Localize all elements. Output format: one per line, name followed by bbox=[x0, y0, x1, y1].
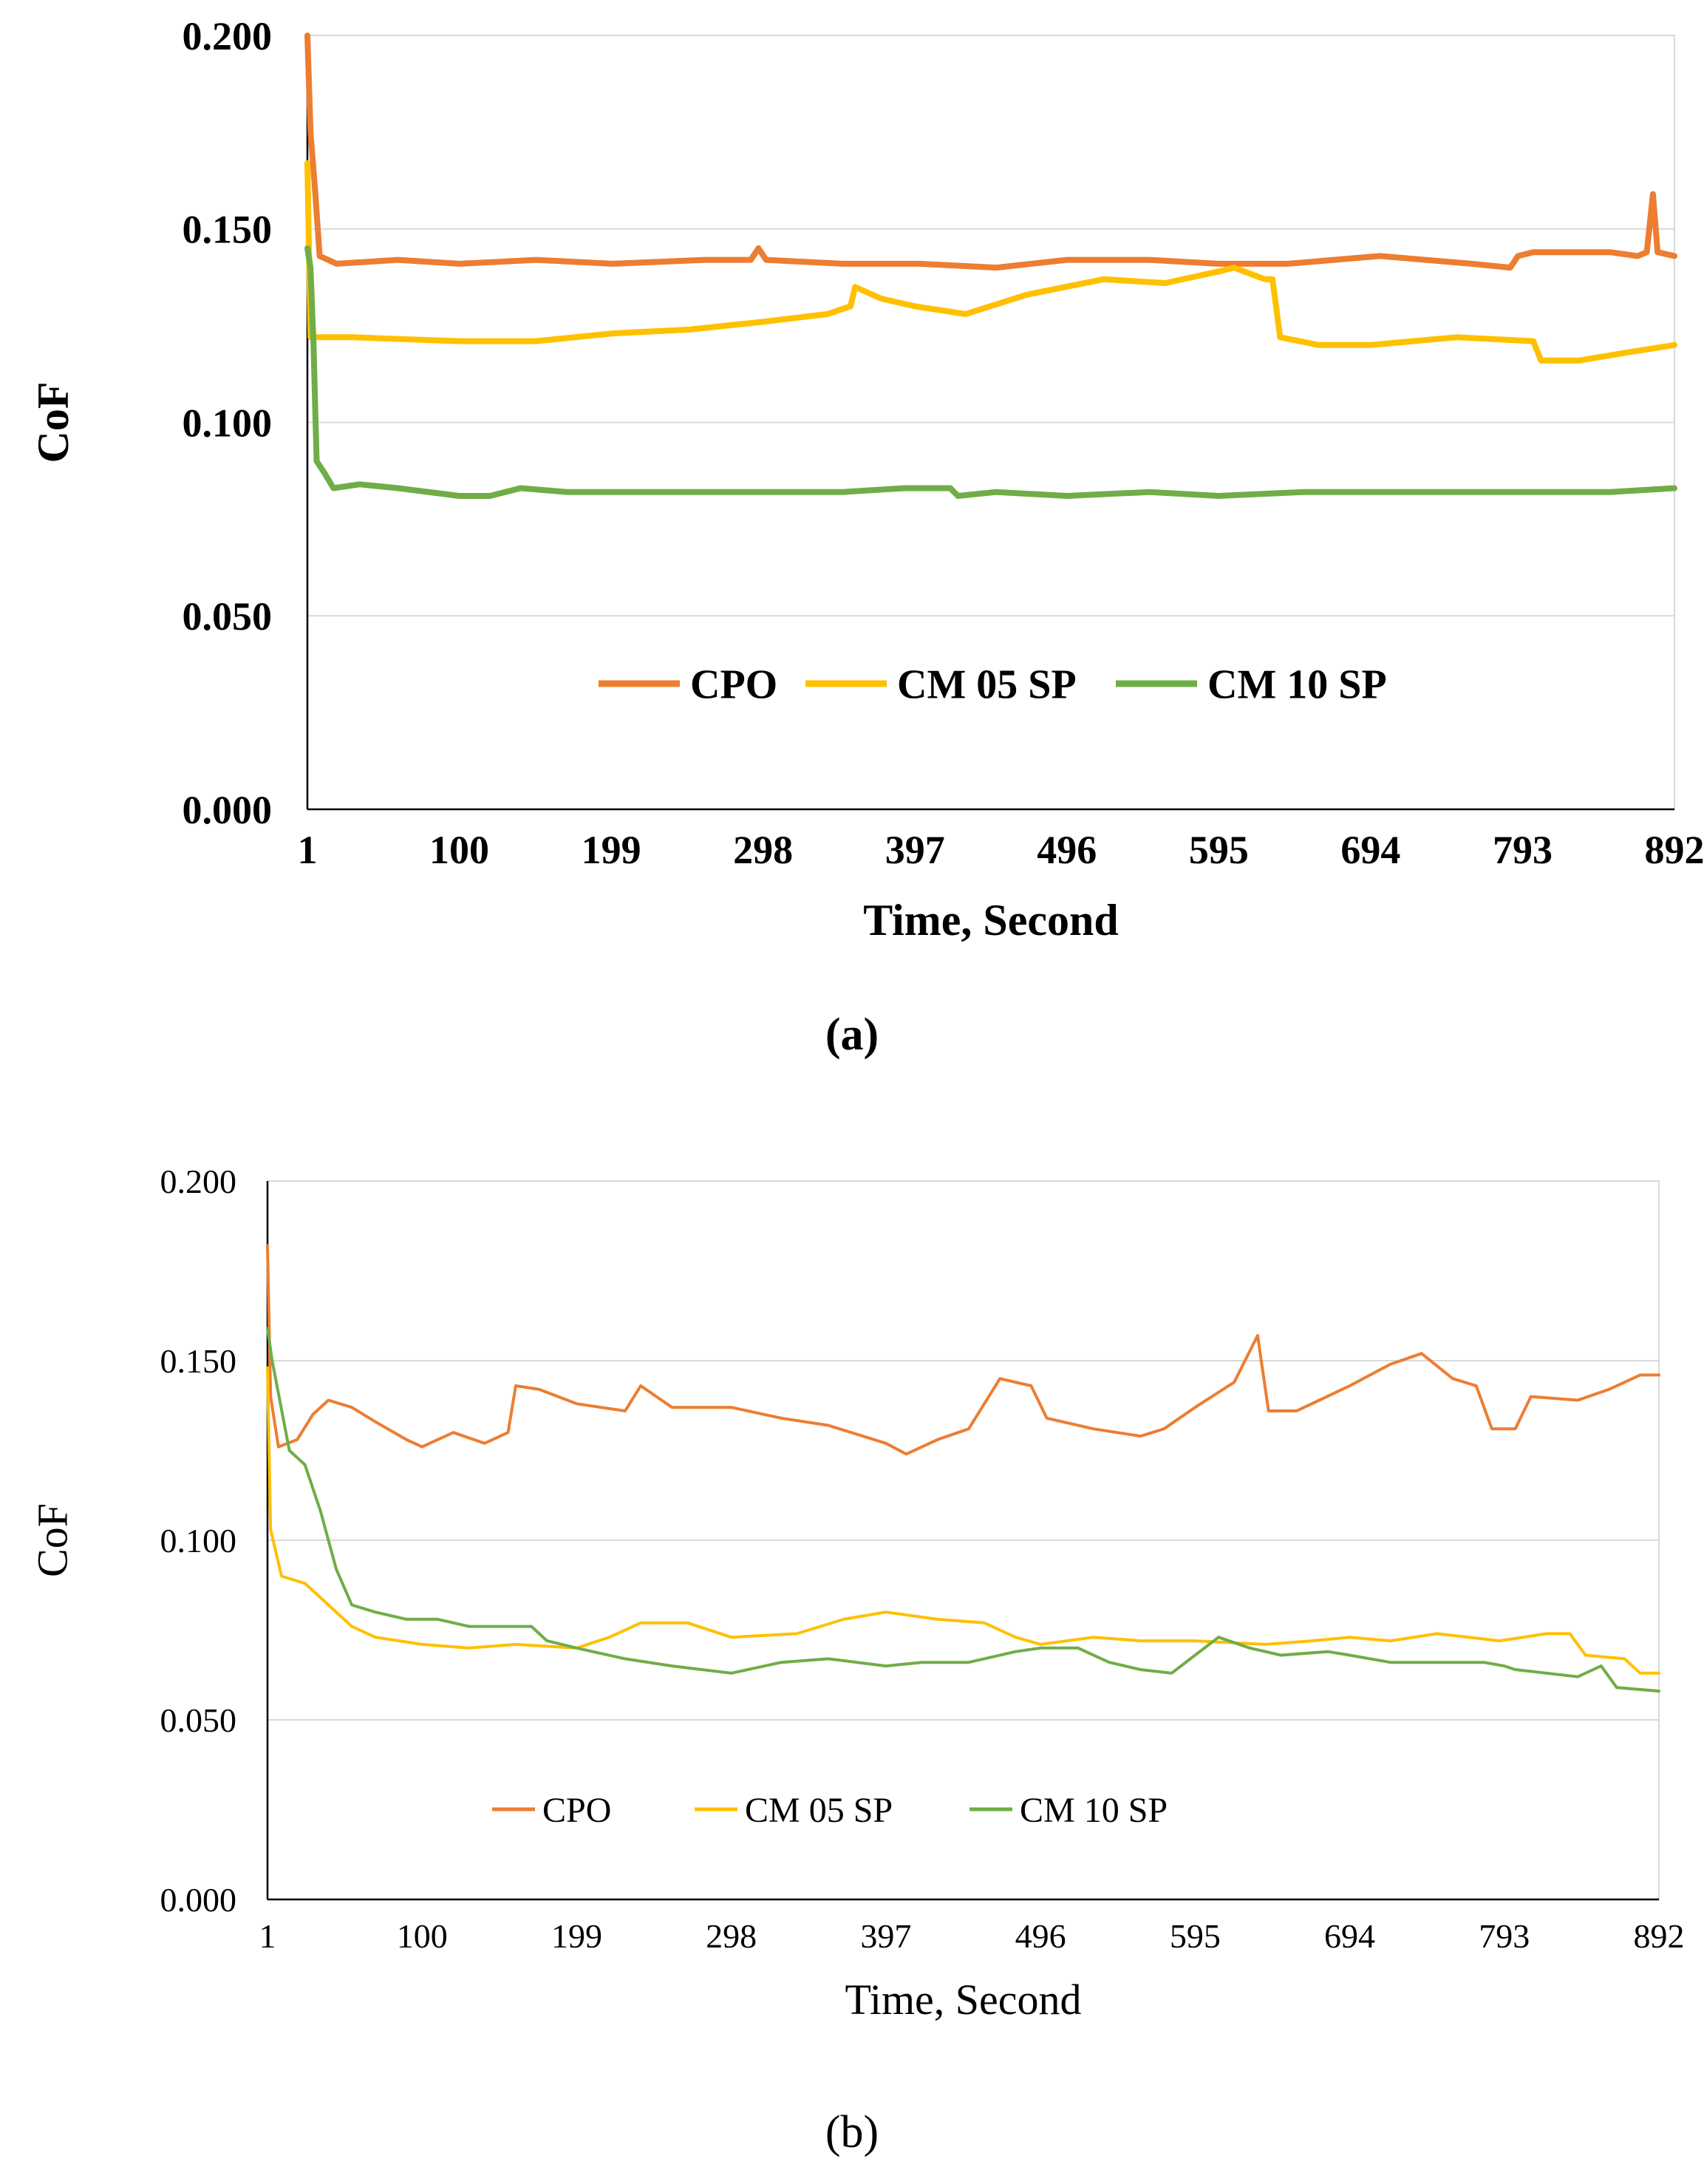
series-line-cm-05-sp bbox=[304, 160, 1677, 364]
x-tick-label: 1 bbox=[298, 828, 318, 872]
x-tick-label: 793 bbox=[1493, 828, 1553, 872]
legend-label: CPO bbox=[542, 1791, 611, 1830]
x-tick-label: 199 bbox=[551, 1917, 602, 1955]
y-tick-label: 0.200 bbox=[183, 14, 273, 58]
x-tick-label: 298 bbox=[733, 828, 793, 872]
legend-label: CPO bbox=[690, 662, 777, 708]
series-line-cm-05-sp bbox=[266, 1366, 1660, 1675]
chart-panel-b: 0.000 0.050 0.100 0.150 0.200 1 100 199 298 397 49… bbox=[29, 1163, 1685, 2157]
x-tick-label: 397 bbox=[885, 828, 945, 872]
panel-caption: (b) bbox=[825, 2107, 879, 2157]
x-tick-label: 595 bbox=[1189, 828, 1249, 872]
chart-panel-a: 0.000 0.050 0.100 0.150 0.200 1 100 199 298 397 49… bbox=[29, 14, 1704, 1060]
y-tick-label: 0.150 bbox=[160, 1342, 237, 1380]
x-axis-title: Time, Second bbox=[845, 1976, 1081, 2024]
legend-label: CM 10 SP bbox=[1207, 662, 1387, 708]
x-tick-label: 298 bbox=[706, 1917, 757, 1955]
x-tick-label: 100 bbox=[429, 828, 489, 872]
x-tick-label: 694 bbox=[1324, 1917, 1375, 1955]
y-tick-label: 0.150 bbox=[183, 208, 273, 252]
panel-caption: (a) bbox=[825, 1010, 879, 1060]
x-tick-label: 199 bbox=[582, 828, 641, 872]
x-tick-label: 892 bbox=[1634, 1917, 1685, 1955]
y-tick-label: 0.100 bbox=[183, 401, 273, 445]
y-tick-label: 0.000 bbox=[183, 788, 273, 832]
x-tick-label: 397 bbox=[860, 1917, 911, 1955]
x-tick-label: 793 bbox=[1479, 1917, 1530, 1955]
legend-label: CM 05 SP bbox=[745, 1791, 893, 1830]
series-line-cm-10-sp bbox=[304, 245, 1677, 499]
x-tick-label: 1 bbox=[259, 1917, 276, 1955]
series-line-cpo bbox=[304, 33, 1677, 271]
legend-label: CM 05 SP bbox=[897, 662, 1077, 708]
y-tick-label: 0.000 bbox=[160, 1881, 237, 1919]
x-tick-label: 595 bbox=[1170, 1917, 1221, 1955]
x-axis-title: Time, Second bbox=[863, 896, 1119, 945]
y-tick-label: 0.050 bbox=[183, 594, 273, 639]
y-tick-label: 0.200 bbox=[160, 1163, 237, 1200]
x-tick-label: 694 bbox=[1340, 828, 1400, 872]
y-tick-label: 0.100 bbox=[160, 1522, 237, 1559]
y-tick-label: 0.050 bbox=[160, 1701, 237, 1739]
x-tick-label: 100 bbox=[397, 1917, 448, 1955]
x-tick-label: 496 bbox=[1015, 1917, 1066, 1955]
series-line-cpo bbox=[266, 1244, 1660, 1456]
x-tick-label: 496 bbox=[1037, 828, 1097, 872]
y-axis-title: CoF bbox=[29, 382, 78, 463]
series-line-cm-10-sp bbox=[266, 1327, 1660, 1693]
legend-label: CM 10 SP bbox=[1020, 1791, 1168, 1830]
y-axis-title: CoF bbox=[29, 1503, 77, 1577]
x-tick-label: 892 bbox=[1645, 828, 1704, 872]
